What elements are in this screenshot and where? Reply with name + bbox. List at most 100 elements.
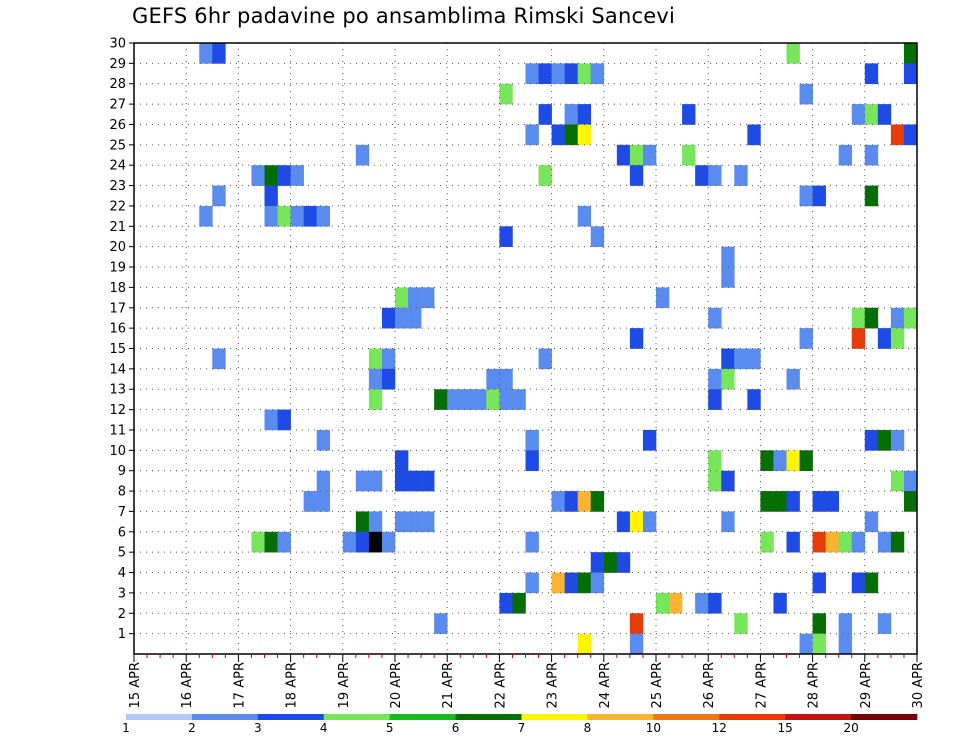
heatmap-cell — [812, 633, 826, 655]
heatmap-cell — [342, 531, 357, 553]
heatmap-cell — [564, 124, 578, 146]
heatmap-cell — [525, 429, 539, 451]
heatmap-cell — [525, 124, 539, 146]
heatmap-cell — [864, 144, 879, 166]
legend-swatch — [323, 714, 390, 720]
y-tick-label: 13 — [109, 383, 126, 398]
heatmap-cell — [590, 491, 605, 512]
heatmap-cell — [486, 389, 500, 410]
heatmap-cell — [734, 165, 748, 186]
heatmap-cell — [669, 592, 683, 614]
heatmap-cell — [721, 267, 735, 288]
heatmap-cell — [512, 389, 526, 410]
heatmap-cell — [408, 287, 422, 309]
heatmap-cell — [395, 287, 409, 309]
heatmap-cell — [695, 592, 709, 614]
heatmap-cell — [864, 104, 879, 125]
heatmap-cell — [799, 83, 813, 105]
heatmap-cell — [290, 165, 304, 186]
heatmap-cell — [421, 511, 435, 533]
heatmap-cell — [512, 592, 526, 614]
heatmap-cell — [368, 511, 383, 533]
heatmap-cell — [747, 348, 761, 370]
heatmap-cell — [368, 470, 383, 492]
heatmap-cell — [199, 43, 213, 64]
heatmap-cell — [473, 389, 487, 410]
y-tick-label: 16 — [109, 322, 126, 337]
heatmap-cell — [734, 613, 748, 634]
heatmap-cell — [799, 185, 813, 207]
heatmap-cell — [525, 450, 539, 471]
heatmap-cell — [577, 633, 592, 655]
heatmap-cell — [251, 531, 265, 553]
heatmap-cell — [277, 165, 291, 186]
heatmap-cell — [656, 287, 670, 309]
heatmap-cell — [303, 205, 317, 227]
heatmap-cell — [903, 63, 918, 85]
heatmap-cell — [277, 531, 291, 553]
heatmap-cell — [434, 389, 448, 410]
legend-swatch — [653, 714, 720, 720]
heatmap-cell — [264, 165, 278, 186]
heatmap-cell — [577, 491, 592, 512]
heatmap-cell — [642, 511, 657, 533]
heatmap-cell — [616, 511, 631, 533]
heatmap-cell — [851, 572, 866, 594]
y-tick-label: 27 — [109, 98, 126, 113]
heatmap-cell — [421, 470, 435, 492]
heatmap-cell — [303, 491, 317, 512]
y-tick-label: 10 — [109, 444, 126, 459]
x-tick-label: 19 APR — [337, 662, 352, 708]
legend-label: 12 — [712, 721, 727, 735]
heatmap-cell — [355, 511, 370, 533]
legend-swatch — [719, 714, 786, 720]
heatmap-cell — [825, 491, 839, 512]
heatmap-cell — [629, 144, 644, 166]
heatmap-cell — [368, 389, 383, 410]
y-tick-label: 4 — [118, 566, 126, 581]
x-tick-label: 28 APR — [807, 662, 822, 708]
heatmap-cell — [708, 450, 722, 471]
heatmap-cell — [577, 63, 592, 85]
heatmap-cell — [421, 287, 435, 309]
heatmap-cell — [799, 450, 813, 471]
heatmap-cell — [629, 165, 644, 186]
y-axis: 1234567891011121314151617181920212223242… — [109, 37, 134, 642]
heatmap-cell — [564, 63, 578, 85]
y-tick-label: 15 — [109, 342, 126, 357]
heatmap-cell — [760, 491, 774, 512]
heatmap-cell — [786, 491, 800, 512]
heatmap-cell — [525, 572, 539, 594]
y-tick-label: 24 — [109, 159, 126, 174]
heatmap-cell — [551, 572, 565, 594]
heatmap-cell — [316, 429, 331, 451]
legend-label: 6 — [452, 721, 460, 735]
heatmap-cell — [890, 328, 905, 349]
x-tick-label: 21 APR — [441, 662, 456, 708]
heatmap-cell — [460, 389, 474, 410]
x-tick-label: 30 APR — [911, 662, 926, 708]
legend-label: 20 — [843, 721, 858, 735]
x-tick-label: 23 APR — [546, 662, 561, 708]
legend-swatch — [389, 714, 456, 720]
heatmap-cell — [525, 63, 539, 85]
heatmap-cell — [708, 389, 722, 410]
legend-label: 7 — [518, 721, 526, 735]
heatmap-cell — [525, 531, 539, 553]
heatmap-cell — [264, 409, 278, 431]
heatmap-cell — [538, 165, 552, 186]
heatmap-cell — [381, 348, 396, 370]
heatmap-cell — [786, 450, 800, 471]
heatmap-cell — [838, 531, 853, 553]
heatmap-cell — [499, 368, 513, 390]
y-tick-label: 18 — [109, 281, 126, 296]
heatmap-cell — [551, 63, 565, 85]
heatmap-cell — [708, 165, 722, 186]
heatmap-cell — [577, 124, 592, 146]
heatmap-cell — [499, 83, 513, 105]
heatmap-cell — [368, 348, 383, 370]
heatmap-cell — [877, 104, 892, 125]
heatmap-cell — [316, 205, 331, 227]
